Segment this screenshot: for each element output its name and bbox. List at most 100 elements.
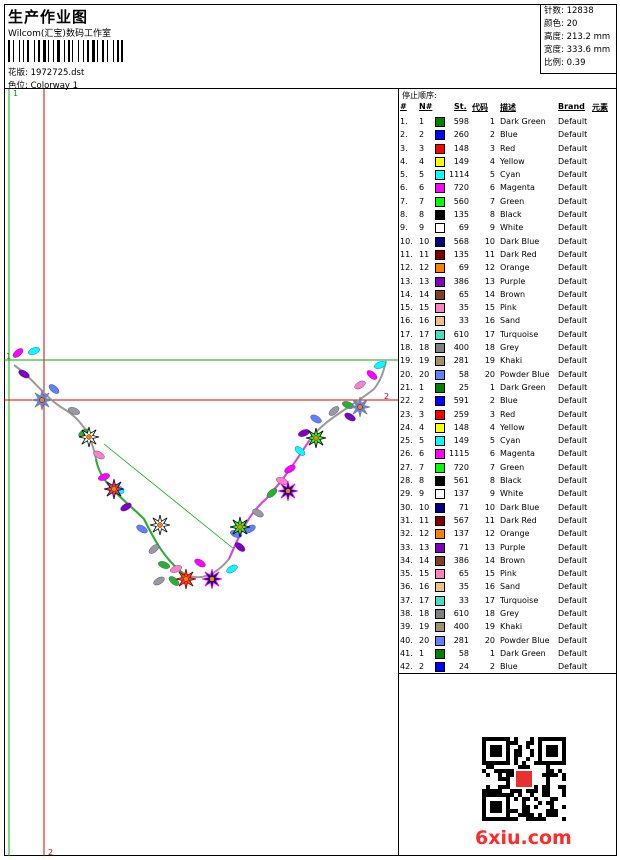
flower-center bbox=[209, 576, 215, 582]
row-stitches: 25 bbox=[458, 382, 469, 392]
row-code: 9 bbox=[489, 223, 495, 233]
row-index: 15. bbox=[400, 303, 413, 313]
table-row: 41. 1 58 1 Dark Green Default bbox=[399, 647, 618, 660]
row-brand: Default bbox=[558, 595, 588, 605]
row-description: Dark Green bbox=[500, 117, 546, 126]
row-description: Cyan bbox=[500, 436, 521, 446]
row-code: 10 bbox=[484, 502, 495, 512]
row-code: 8 bbox=[489, 210, 495, 220]
row-brand: Default bbox=[558, 117, 588, 126]
table-row: 29. 9 137 9 White Default bbox=[399, 487, 618, 500]
row-stitches: 58 bbox=[458, 648, 469, 658]
row-stitches: 71 bbox=[458, 542, 469, 552]
row-description: Sand bbox=[500, 582, 521, 592]
row-description: Purple bbox=[500, 542, 526, 552]
table-row: 20. 20 58 20 Powder Blue Default bbox=[399, 368, 618, 381]
table-row: 27. 7 720 7 Green Default bbox=[399, 461, 618, 474]
row-description: Dark Green bbox=[500, 382, 546, 392]
row-description: Brown bbox=[500, 555, 526, 565]
stop-sequence-table: 1. 1 598 1 Dark Green Default 2. 2 260 2 Blue Defau… bbox=[399, 115, 618, 673]
row-stitches: 400 bbox=[453, 343, 469, 353]
row-code: 19 bbox=[484, 622, 495, 632]
row-description: Red bbox=[500, 143, 516, 153]
row-needle: 17 bbox=[419, 329, 430, 339]
row-description: Green bbox=[500, 462, 525, 472]
row-index: 35. bbox=[400, 569, 413, 579]
row-index: 29. bbox=[400, 489, 413, 499]
leaf bbox=[342, 401, 354, 409]
color-swatch bbox=[435, 515, 445, 526]
row-needle: 13 bbox=[419, 276, 430, 286]
row-index: 30. bbox=[400, 502, 413, 512]
leaf bbox=[354, 380, 366, 390]
color-swatch bbox=[435, 117, 445, 127]
row-code: 18 bbox=[484, 608, 495, 618]
row-needle: 17 bbox=[419, 595, 430, 605]
row-stitches: 24 bbox=[458, 662, 469, 672]
leaf bbox=[158, 561, 170, 569]
row-index: 33. bbox=[400, 542, 413, 552]
row-needle: 20 bbox=[419, 635, 430, 645]
row-index: 21. bbox=[400, 382, 413, 392]
row-code: 2 bbox=[489, 662, 495, 672]
row-index: 2. bbox=[400, 130, 408, 140]
jump-stitch-line bbox=[103, 443, 235, 550]
row-needle: 1 bbox=[419, 648, 425, 658]
row-stitches: 33 bbox=[458, 316, 469, 326]
row-description: White bbox=[500, 489, 524, 499]
leaf bbox=[153, 576, 165, 586]
row-brand: Default bbox=[558, 436, 588, 446]
row-stitches: 135 bbox=[453, 249, 469, 259]
row-index: 37. bbox=[400, 595, 413, 605]
row-description: Blue bbox=[500, 396, 518, 406]
row-index: 22. bbox=[400, 396, 413, 406]
leaf bbox=[120, 502, 132, 512]
marker-right-mid: 2 bbox=[384, 392, 389, 401]
row-brand: Default bbox=[558, 303, 588, 313]
col-header-element: 元素 bbox=[592, 103, 608, 112]
color-swatch bbox=[435, 196, 445, 207]
row-index: 7. bbox=[400, 196, 408, 206]
row-needle: 11 bbox=[419, 249, 430, 259]
row-needle: 2 bbox=[419, 662, 425, 672]
row-code: 8 bbox=[489, 476, 495, 486]
design-stats: 针数: 12838 颜色: 20 高度: 213.2 mm 宽度: 333.6 … bbox=[540, 4, 617, 74]
leaf bbox=[310, 414, 322, 424]
row-stitches: 137 bbox=[453, 529, 469, 539]
color-swatch bbox=[435, 569, 445, 580]
color-swatch bbox=[435, 130, 445, 141]
row-needle: 5 bbox=[419, 436, 425, 446]
row-needle: 3 bbox=[419, 143, 425, 153]
leaf bbox=[234, 542, 246, 552]
table-row: 28. 8 561 8 Black Default bbox=[399, 474, 618, 487]
table-row: 33. 13 71 13 Purple Default bbox=[399, 541, 618, 554]
row-needle: 1 bbox=[419, 117, 425, 126]
row-code: 20 bbox=[484, 635, 495, 645]
row-code: 18 bbox=[484, 343, 495, 353]
row-stitches: 598 bbox=[453, 117, 469, 126]
col-header-stitches: St. bbox=[454, 102, 467, 111]
row-code: 7 bbox=[489, 196, 495, 206]
row-stitches: 259 bbox=[453, 409, 469, 419]
color-swatch bbox=[435, 502, 445, 513]
row-stitches: 148 bbox=[453, 143, 469, 153]
row-needle: 9 bbox=[419, 223, 425, 233]
color-swatch bbox=[435, 263, 445, 274]
row-index: 6. bbox=[400, 183, 408, 193]
row-index: 16. bbox=[400, 316, 413, 326]
col-header-description: 描述 bbox=[500, 103, 516, 112]
row-stitches: 386 bbox=[453, 276, 469, 286]
row-needle: 10 bbox=[419, 236, 430, 246]
row-brand: Default bbox=[558, 569, 588, 579]
table-row: 23. 3 259 3 Red Default bbox=[399, 408, 618, 421]
row-brand: Default bbox=[558, 143, 588, 153]
row-description: White bbox=[500, 223, 524, 233]
row-brand: Default bbox=[558, 130, 588, 140]
row-code: 3 bbox=[489, 143, 495, 153]
row-description: Grey bbox=[500, 608, 519, 618]
flower-center bbox=[157, 522, 163, 528]
row-brand: Default bbox=[558, 542, 588, 552]
color-swatch bbox=[435, 156, 445, 167]
panel-divider bbox=[399, 673, 617, 674]
row-needle: 8 bbox=[419, 210, 425, 220]
